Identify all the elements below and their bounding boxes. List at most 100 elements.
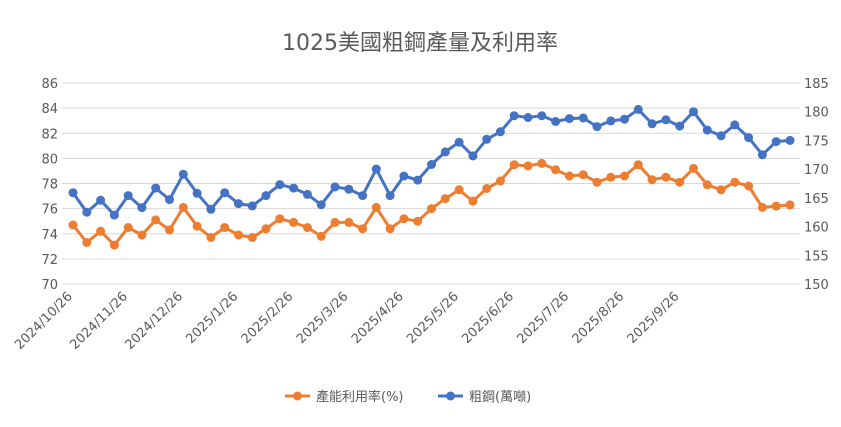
data-point bbox=[689, 107, 698, 117]
data-point bbox=[371, 164, 381, 174]
data-point bbox=[261, 191, 271, 201]
data-point bbox=[551, 117, 561, 126]
data-point bbox=[606, 116, 616, 126]
data-point bbox=[468, 196, 478, 206]
x-tick-label: 2025/9/26 bbox=[625, 289, 683, 347]
data-point bbox=[661, 172, 671, 182]
data-point bbox=[744, 133, 754, 143]
x-tick-label: 2025/2/26 bbox=[239, 289, 297, 347]
data-point bbox=[647, 119, 657, 129]
data-point bbox=[234, 230, 243, 240]
data-point bbox=[468, 151, 478, 161]
x-tick-label: 2025/8/26 bbox=[570, 289, 628, 347]
data-point bbox=[647, 175, 657, 185]
legend-label-steel-output: 粗鋼(萬噸) bbox=[469, 390, 531, 405]
data-point bbox=[385, 224, 395, 234]
data-point bbox=[440, 194, 450, 204]
data-point bbox=[482, 134, 492, 144]
data-point bbox=[261, 224, 271, 234]
data-point bbox=[482, 184, 492, 193]
data-point bbox=[771, 137, 781, 147]
data-point bbox=[620, 171, 629, 181]
y-right-tick-label: 185 bbox=[804, 77, 829, 92]
legend-marker-utilization bbox=[293, 391, 302, 401]
data-point bbox=[289, 217, 299, 227]
data-point bbox=[137, 230, 147, 240]
data-point bbox=[454, 185, 464, 195]
x-tick-label: 2024/11/26 bbox=[67, 289, 131, 353]
data-point bbox=[537, 111, 547, 121]
data-point bbox=[495, 176, 505, 186]
x-tick-label: 2025/1/26 bbox=[184, 289, 242, 347]
legend-item-steel-output: 粗鋼(萬噸) bbox=[438, 390, 531, 405]
data-point bbox=[275, 180, 285, 190]
data-point bbox=[785, 200, 795, 210]
data-point bbox=[523, 113, 533, 122]
y-left-tick-label: 84 bbox=[41, 102, 58, 117]
legend-item-utilization: 產能利用率(%) bbox=[285, 389, 404, 405]
y-right-tick-label: 160 bbox=[804, 221, 829, 236]
data-point bbox=[165, 195, 174, 205]
data-point bbox=[220, 223, 230, 232]
data-point bbox=[220, 188, 230, 198]
data-point bbox=[96, 226, 106, 236]
data-point bbox=[399, 171, 409, 181]
chart-title: 1025美國粗鋼產量及利用率 bbox=[282, 31, 558, 56]
data-point bbox=[592, 177, 602, 187]
data-point bbox=[785, 135, 795, 145]
data-point bbox=[440, 147, 450, 157]
data-point bbox=[192, 221, 202, 231]
data-point bbox=[523, 161, 533, 171]
data-point bbox=[413, 216, 423, 226]
data-point bbox=[509, 111, 519, 121]
data-point bbox=[675, 177, 685, 187]
y-left-tick-label: 86 bbox=[41, 77, 58, 92]
data-point bbox=[247, 233, 257, 242]
data-point bbox=[358, 224, 368, 234]
data-point bbox=[675, 121, 685, 131]
data-point bbox=[592, 122, 602, 132]
x-tick-label: 2025/3/26 bbox=[294, 289, 352, 347]
data-point bbox=[206, 204, 216, 214]
y-right-tick-label: 155 bbox=[804, 249, 829, 264]
data-point bbox=[123, 223, 133, 232]
data-point bbox=[509, 160, 519, 170]
data-point bbox=[702, 180, 712, 190]
data-point bbox=[495, 127, 505, 137]
data-point bbox=[427, 204, 436, 214]
data-point bbox=[757, 150, 767, 160]
data-point bbox=[96, 195, 106, 205]
data-point bbox=[620, 114, 629, 124]
data-point bbox=[399, 214, 409, 224]
data-point bbox=[551, 165, 561, 175]
data-point bbox=[151, 215, 161, 225]
data-point bbox=[316, 231, 326, 241]
data-point bbox=[578, 113, 588, 123]
data-point bbox=[730, 177, 740, 187]
x-tick-label: 2025/4/26 bbox=[349, 289, 407, 347]
data-point bbox=[564, 114, 574, 124]
data-point bbox=[178, 169, 188, 179]
data-point bbox=[302, 189, 312, 199]
data-point bbox=[689, 163, 698, 173]
data-point bbox=[192, 188, 202, 198]
data-point bbox=[68, 220, 78, 230]
data-point bbox=[289, 183, 299, 193]
x-tick-label: 2025/5/26 bbox=[404, 289, 462, 347]
data-point bbox=[109, 210, 119, 220]
y-right-tick-label: 165 bbox=[804, 192, 829, 207]
data-point bbox=[730, 120, 740, 130]
y-left-tick-label: 78 bbox=[41, 178, 58, 193]
data-point bbox=[247, 201, 257, 211]
data-point bbox=[661, 115, 671, 125]
data-point bbox=[744, 181, 754, 191]
data-point bbox=[123, 191, 133, 201]
x-tick-label: 2025/6/26 bbox=[459, 289, 517, 347]
data-point bbox=[275, 214, 285, 224]
x-axis: 2024/10/262024/11/262024/12/262025/1/262… bbox=[12, 289, 682, 353]
data-point bbox=[537, 158, 547, 168]
data-point bbox=[371, 202, 381, 212]
y-right-tick-label: 175 bbox=[804, 134, 829, 149]
